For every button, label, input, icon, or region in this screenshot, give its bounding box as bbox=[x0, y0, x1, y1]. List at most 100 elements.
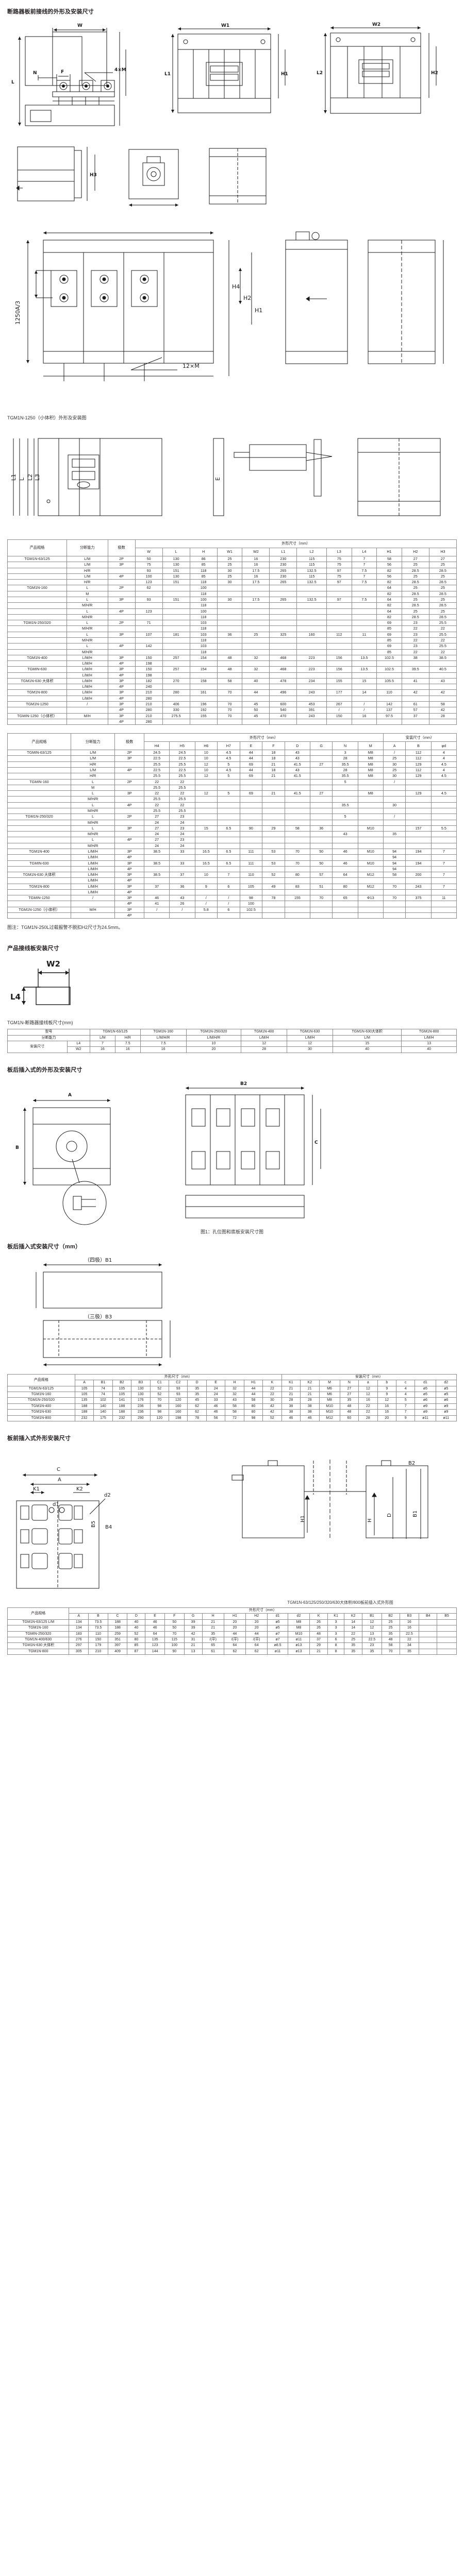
cell-e: 46 bbox=[145, 1619, 165, 1626]
cell-dim-m bbox=[357, 819, 384, 826]
dim-label-h1: H1 bbox=[281, 72, 288, 77]
cell-inst-k2: 38 bbox=[300, 1403, 320, 1410]
cell-dim-n bbox=[332, 889, 358, 896]
cell-dim-h3: 25.5 bbox=[428, 620, 457, 626]
cell-c: 188 bbox=[107, 1625, 128, 1632]
cell-model: TGM1N-250/320 bbox=[186, 1029, 242, 1036]
cell-dim-f bbox=[262, 866, 285, 873]
cell-dim-d: 43 bbox=[284, 750, 310, 756]
cell-inst-a: 25 bbox=[383, 767, 406, 774]
cell-dim-l2: 132.5 bbox=[296, 579, 327, 586]
cell-dim-d: 43 bbox=[284, 755, 310, 762]
cell-dim-g: 57 bbox=[309, 872, 333, 878]
cell-dim-h7 bbox=[217, 784, 240, 791]
cell-inst-d2: ø5 bbox=[435, 1385, 457, 1393]
cell-inst-a: 12 bbox=[358, 1392, 378, 1398]
cell-c: 409 bbox=[107, 1648, 128, 1655]
cell-inst-a bbox=[383, 906, 406, 913]
cell-model: TGM1N-630 bbox=[287, 1029, 333, 1036]
cell-d: 45 bbox=[187, 1397, 207, 1404]
table-row: TGM1N-630 大体积 297 179 397 85 123 100 21 65 64 64 ø8… bbox=[7, 1642, 457, 1649]
cell-dim-h7: 5 bbox=[217, 773, 240, 779]
table2-body: TGMIN-63/125 L/M 2P 24.5 24.5 10 4.5 44 18 43 3 M8/… bbox=[7, 750, 457, 919]
cell-inst-φd: 4 bbox=[430, 755, 457, 762]
cell-pole: 4P bbox=[107, 672, 136, 679]
cell-k: 22 bbox=[262, 1385, 282, 1393]
cell-inst-a: 35 bbox=[383, 831, 406, 838]
cell-c: 188 bbox=[107, 1619, 128, 1626]
cell-dim-m bbox=[357, 842, 384, 849]
cell-dim-f bbox=[262, 906, 285, 913]
cell-dim-g bbox=[309, 802, 333, 808]
cell-dim-w2 bbox=[242, 608, 270, 615]
cell-dim-d bbox=[284, 819, 310, 826]
cell-dim-f bbox=[262, 802, 285, 808]
cell-inst-φd: 4 bbox=[430, 750, 457, 756]
cell-h: 72 bbox=[225, 1415, 244, 1422]
front-plugin-table: 产品规格 外形尺寸（mm） A B C D E F G H H1 H2 d1 d2 K K1 K2 B1 B2 B… bbox=[7, 1607, 457, 1655]
cell-dim-n: 35.5 bbox=[332, 761, 358, 768]
cell-b2: 232 bbox=[112, 1415, 132, 1422]
cell-inst-b bbox=[405, 831, 432, 838]
dim-label-h1-fp: H1 bbox=[300, 1515, 306, 1522]
cell-pole bbox=[114, 761, 145, 768]
cell-dim-h3: 43 bbox=[428, 677, 457, 685]
cell-b1: 12 bbox=[362, 1619, 382, 1626]
th-fp-h1: H1 bbox=[223, 1613, 246, 1620]
dim-label-w2t: W2 bbox=[46, 959, 60, 969]
cell-dim-w1: 48 bbox=[217, 666, 243, 673]
cell-model bbox=[7, 889, 72, 896]
cell-pole: 3P bbox=[107, 654, 136, 662]
cell-inst-m: M6 bbox=[319, 1392, 340, 1398]
cell-l4: 10 bbox=[186, 1041, 242, 1047]
cell-inst-c: 5 bbox=[395, 1397, 416, 1404]
cell-dim-h5: 22 bbox=[169, 802, 195, 808]
cell-inst-c: 4 bbox=[395, 1385, 416, 1393]
cell-dim-h3 bbox=[428, 660, 457, 667]
cell-dim-l: 330 bbox=[162, 707, 190, 714]
cell-f: 90 bbox=[164, 1648, 185, 1655]
table-row: W2 16 16 16 20 28 30 40 40 bbox=[8, 1046, 457, 1053]
th2-outer-dims: 外形尺寸（mm） bbox=[144, 733, 384, 742]
th-rear-inst-k1: K1 bbox=[281, 1380, 301, 1386]
cell-d: 35 bbox=[187, 1392, 207, 1398]
cell-capacity: L/M/H bbox=[71, 866, 115, 873]
cell-b: 210 bbox=[88, 1648, 108, 1655]
cell-dim-e: 90 bbox=[239, 825, 263, 832]
cell-inst-b bbox=[405, 854, 432, 861]
cell-model: TGM1N-250/320 bbox=[7, 814, 72, 820]
cell-dim-e bbox=[239, 854, 263, 861]
cell-b4 bbox=[419, 1631, 438, 1637]
cell-dim-h3: 27 bbox=[428, 555, 457, 563]
th-dim-l3: L3 bbox=[326, 548, 352, 556]
cell-dim-l2 bbox=[296, 590, 327, 597]
cell-dim-h6: 12 bbox=[194, 790, 218, 797]
cell-dim-w1: 30 bbox=[217, 579, 243, 586]
cell-dim-f: 53 bbox=[262, 848, 285, 855]
cell-dim-h5: 25.5 bbox=[169, 773, 195, 779]
cell-g: 13 bbox=[184, 1648, 203, 1655]
cell-dim-n bbox=[332, 901, 358, 907]
cell-inst-b bbox=[405, 866, 432, 873]
cell-dim-l1: 265 bbox=[269, 596, 297, 603]
cell-h: 32 bbox=[225, 1385, 244, 1393]
cell-dim-l1 bbox=[269, 614, 297, 621]
drawing-front-view-c: W2 L2 H2 bbox=[307, 19, 454, 137]
cell-dim-w1: 36 bbox=[217, 631, 243, 638]
cell-dim-w2 bbox=[242, 590, 270, 597]
cell-dim-h4: 22.5 bbox=[144, 767, 170, 774]
cell-b5 bbox=[437, 1642, 457, 1649]
table-row: TGM1N-800 L/M/H 3P 37 36 9 6 105 49 83 51 80 M12 70 24… bbox=[7, 883, 457, 890]
cell-dim-h3: 25 bbox=[428, 573, 457, 580]
cell-pole: 4P bbox=[114, 877, 145, 884]
cell-dim-l4: 11 bbox=[351, 631, 377, 638]
cell-dim-m bbox=[357, 814, 384, 820]
cell-pole bbox=[107, 614, 136, 621]
cell-dim-g bbox=[309, 773, 333, 779]
cell-dim-h4: 25.5 bbox=[144, 807, 170, 815]
cell-pole: 4P bbox=[107, 643, 136, 650]
cell-dim-m bbox=[357, 889, 384, 896]
cell-model bbox=[7, 854, 72, 861]
cell-pole: 4P bbox=[114, 802, 145, 808]
cell-pole: 4P bbox=[107, 684, 136, 690]
